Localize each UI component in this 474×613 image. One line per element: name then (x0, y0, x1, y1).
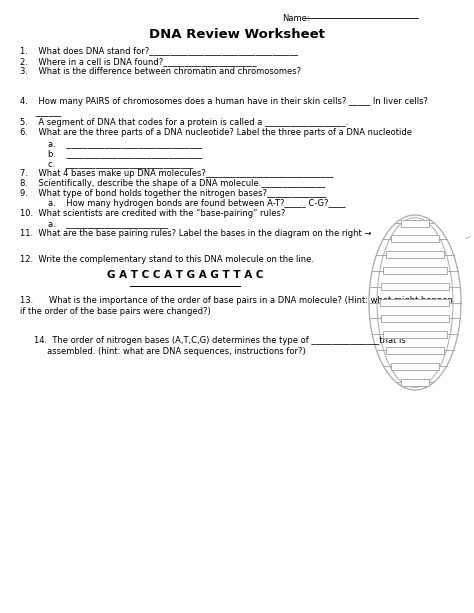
Text: G A T C C A T G A G T T A C: G A T C C A T G A G T T A C (107, 270, 263, 280)
Text: 12.  Write the complementary stand to this DNA molecule on the line.: 12. Write the complementary stand to thi… (20, 255, 314, 264)
Text: if the order of the base pairs were changed?): if the order of the base pairs were chan… (20, 307, 211, 316)
Text: a.    How many hydrogen bonds are found between A-T?_____ C-G?____: a. How many hydrogen bonds are found bet… (48, 199, 346, 208)
Text: 11.  What are the base pairing rules? Label the bases in the diagram on the righ: 11. What are the base pairing rules? Lab… (20, 229, 371, 238)
Text: a.    ________________________________: a. ________________________________ (48, 139, 202, 148)
FancyBboxPatch shape (383, 267, 447, 274)
FancyBboxPatch shape (383, 331, 447, 338)
Text: 9.    What type of bond holds together the nitrogen bases?______________: 9. What type of bond holds together the … (20, 189, 327, 198)
FancyBboxPatch shape (392, 363, 439, 370)
Text: ______: ______ (20, 107, 61, 116)
Text: DNA Review Worksheet: DNA Review Worksheet (149, 28, 325, 41)
Text: 1.    What does DNA stand for?___________________________________: 1. What does DNA stand for?_____________… (20, 46, 298, 55)
Text: 7.    What 4 bases make up DNA molecules?______________________________: 7. What 4 bases make up DNA molecules?__… (20, 169, 333, 178)
Text: 5.    A segment of DNA that codes for a protein is called a ___________________.: 5. A segment of DNA that codes for a pro… (20, 118, 348, 127)
FancyBboxPatch shape (401, 219, 429, 226)
Text: Name:: Name: (282, 14, 310, 23)
FancyBboxPatch shape (392, 235, 439, 242)
Text: 8.    Scientifically, describe the shape of a DNA molecule._______________: 8. Scientifically, describe the shape of… (20, 179, 325, 188)
Text: a.    ________________________: a. ________________________ (48, 219, 168, 228)
Text: 2.    Where in a cell is DNA found?______________________: 2. Where in a cell is DNA found?________… (20, 57, 257, 66)
FancyBboxPatch shape (401, 378, 429, 386)
Text: assembled. (hint: what are DNA sequences, instructions for?): assembled. (hint: what are DNA sequences… (34, 347, 306, 356)
Text: 10.  What scientists are credited with the “base-pairing” rules?: 10. What scientists are credited with th… (20, 209, 285, 218)
FancyBboxPatch shape (381, 315, 449, 322)
Text: 6.    What are the three parts of a DNA nucleotide? Label the three parts of a D: 6. What are the three parts of a DNA nuc… (20, 128, 412, 137)
FancyBboxPatch shape (386, 251, 444, 258)
Text: c.    ______________________________: c. ______________________________ (48, 159, 193, 168)
Text: 14.  The order of nitrogen bases (A,T,C,G) determines the type of ______________: 14. The order of nitrogen bases (A,T,C,G… (34, 336, 406, 345)
Text: 4.    How many PAIRS of chromosomes does a human have in their skin cells? _____: 4. How many PAIRS of chromosomes does a … (20, 97, 428, 106)
FancyBboxPatch shape (381, 283, 449, 290)
Text: 13.      What is the importance of the order of base pairs in a DNA molecule? (H: 13. What is the importance of the order … (20, 296, 453, 305)
Text: b.    ________________________________: b. ________________________________ (48, 149, 202, 158)
FancyBboxPatch shape (386, 347, 444, 354)
FancyBboxPatch shape (381, 299, 449, 306)
Text: 3.    What is the difference between chromatin and chromosomes?: 3. What is the difference between chroma… (20, 67, 301, 76)
